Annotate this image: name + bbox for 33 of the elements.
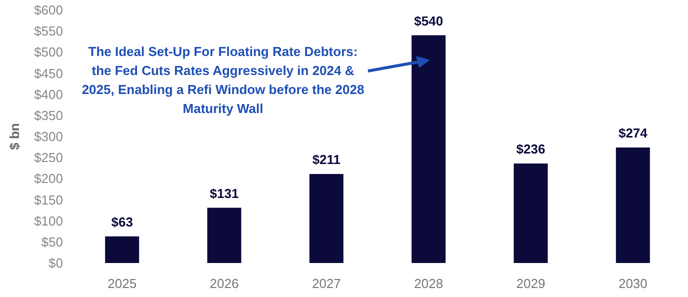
- y-tick-label: $150: [34, 192, 63, 208]
- x-tick-label: 2028: [414, 276, 444, 291]
- y-tick-label: $200: [34, 171, 63, 186]
- x-tick-label: 2027: [312, 276, 341, 291]
- x-tick-label: 2029: [516, 276, 546, 291]
- bar: [309, 174, 344, 263]
- bar: [616, 147, 650, 263]
- y-tick-label: $50: [41, 234, 63, 250]
- data-label: $63: [111, 214, 133, 230]
- y-tick-label: $400: [34, 86, 63, 102]
- y-tick-label: $600: [34, 2, 63, 18]
- y-axis-title: $ bn: [7, 123, 22, 150]
- bar: [105, 236, 140, 263]
- data-label: $236: [516, 141, 546, 156]
- y-tick-label: $250: [34, 150, 63, 166]
- bar: [207, 208, 242, 263]
- y-tick-label: $0: [48, 256, 63, 270]
- data-label: $211: [312, 152, 341, 168]
- y-tick-label: $100: [34, 213, 63, 228]
- bar: [514, 163, 548, 263]
- data-label: $274: [618, 125, 648, 140]
- data-label: $131: [210, 186, 239, 201]
- x-tick-label: 2026: [210, 276, 239, 291]
- bar: [412, 35, 446, 263]
- y-tick-label: $350: [34, 108, 63, 123]
- y-tick-label: $550: [34, 24, 63, 39]
- annotation: The Ideal Set-Up For Floating Rate Debtors: the Fed Cuts Rates Aggressively in 2024 & 2025, Enabling a Refi Window before the 2028 Maturity Wall: [80, 43, 366, 118]
- y-tick-label: $500: [34, 44, 63, 60]
- y-tick-label: $450: [34, 66, 63, 81]
- data-label: $540: [414, 13, 444, 28]
- y-tick-label: $300: [34, 129, 63, 144]
- x-tick-label: 2030: [618, 276, 648, 291]
- x-tick-label: 2025: [108, 276, 137, 291]
